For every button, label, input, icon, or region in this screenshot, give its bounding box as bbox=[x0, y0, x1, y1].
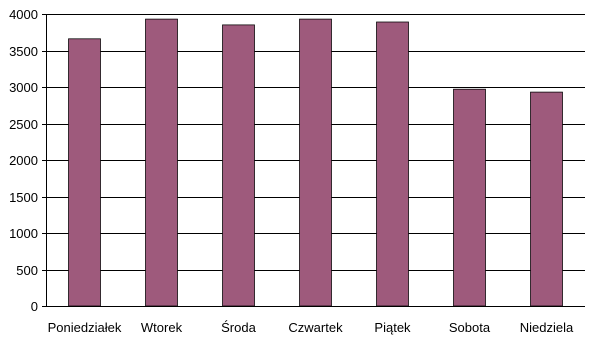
x-tick-label: Sobota bbox=[449, 320, 491, 335]
y-tick-label: 3000 bbox=[9, 80, 38, 95]
y-tick-label: 2000 bbox=[9, 153, 38, 168]
y-tick-labels: 0 500 1000 1500 2000 2500 3000 3500 4000 bbox=[9, 7, 38, 314]
y-tick-label: 0 bbox=[31, 299, 38, 314]
bar-6 bbox=[530, 91, 563, 307]
x-tick-labels: Poniedziałek Wtorek Środa Czwartek Piątek Sob… bbox=[48, 320, 574, 335]
y-tick-label: 3500 bbox=[9, 44, 38, 59]
bar-5 bbox=[453, 88, 486, 307]
bar-3 bbox=[299, 18, 332, 307]
axes bbox=[42, 14, 585, 307]
x-tick-label: Czwartek bbox=[288, 320, 343, 335]
y-tick-label: 500 bbox=[16, 263, 38, 278]
x-tick-label: Piątek bbox=[374, 320, 411, 335]
bars bbox=[68, 18, 563, 307]
bar-4 bbox=[376, 21, 409, 307]
y-tick-label: 4000 bbox=[9, 7, 38, 22]
bar-1 bbox=[145, 18, 178, 307]
x-tick-label: Wtorek bbox=[141, 320, 183, 335]
x-tick-label: Poniedziałek bbox=[48, 320, 122, 335]
y-tick-label: 1500 bbox=[9, 190, 38, 205]
y-tick-label: 2500 bbox=[9, 117, 38, 132]
bar-2 bbox=[222, 24, 255, 307]
x-tick-label: Niedziela bbox=[520, 320, 574, 335]
x-tick-label: Środa bbox=[221, 320, 256, 335]
bar-0 bbox=[68, 38, 101, 307]
y-tick-label: 1000 bbox=[9, 226, 38, 241]
